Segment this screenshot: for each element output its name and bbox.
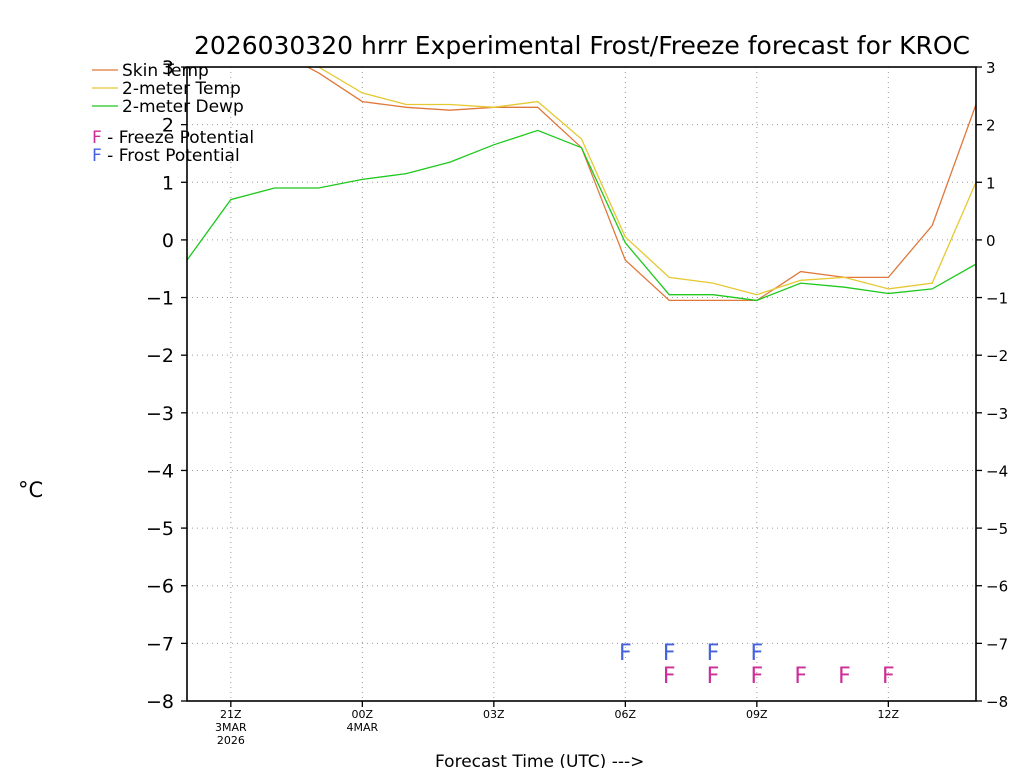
x-tick-label: 00Z — [352, 708, 374, 721]
series-layer — [187, 67, 976, 302]
plot-frame — [186, 66, 977, 702]
y-tick-label-left: −4 — [146, 460, 174, 482]
y-tick-label-left: 0 — [162, 230, 174, 252]
series-line-2-meter-temp — [315, 67, 976, 296]
y-tick-label-right: −7 — [986, 635, 1008, 653]
legend-frost-potential-letter: F — [92, 146, 102, 166]
legend-label-skin-temp: Skin Temp — [122, 61, 209, 81]
y-tick-label-right: −1 — [986, 290, 1008, 308]
x-tick-sublabel: 2026 — [217, 734, 245, 747]
y-tick-label-right: 0 — [986, 232, 996, 250]
y-tick-label-left: −8 — [146, 691, 174, 713]
x-tick-sublabel: 3MAR — [215, 721, 247, 734]
legend-freeze-potential-text: - Freeze Potential — [102, 128, 254, 148]
axes-layer: 3 3 2 2 1 1 0 0 −1 −1 −2 −2 −3 −3 −4 −4 −5 −5 −6 −6 −7 −7 −8 −8… — [146, 57, 1008, 747]
legend-freeze-potential: F - Freeze Potential — [92, 128, 254, 148]
freeze-flag: F — [663, 664, 676, 689]
y-tick-label-right: −2 — [986, 347, 1008, 365]
x-tick-label: 09Z — [746, 708, 768, 721]
legend-frost-potential-text: - Frost Potential — [102, 146, 240, 166]
legend-freeze-potential-letter: F — [92, 128, 102, 148]
freeze-flag: F — [794, 664, 807, 689]
freeze-flag: F — [751, 664, 764, 689]
frost-flag: F — [707, 641, 720, 666]
x-axis-label: Forecast Time (UTC) ---> — [435, 752, 644, 768]
y-axis-label: °C — [18, 478, 43, 502]
y-tick-label-right: −5 — [986, 520, 1008, 538]
frost-flag: F — [751, 641, 764, 666]
y-tick-label-right: −3 — [986, 405, 1008, 423]
y-tick-label-left: −1 — [146, 288, 174, 310]
flags-layer: F F F FF F F F F F — [619, 641, 895, 689]
grid-layer — [187, 67, 976, 701]
y-tick-label-left: −6 — [146, 576, 174, 598]
y-tick-label-left: 3 — [162, 57, 174, 79]
y-tick-label-right: 1 — [986, 174, 996, 192]
y-tick-label-right: 2 — [986, 117, 996, 135]
legend-label-2-meter-temp: 2-meter Temp — [122, 79, 241, 99]
legend-label-2-meter-dewp: 2-meter Dewp — [122, 97, 244, 117]
y-tick-label-right: −8 — [986, 693, 1008, 711]
y-tick-label-left: 1 — [162, 172, 174, 194]
y-tick-label-right: 3 — [986, 59, 996, 77]
legend-frost-potential: F - Frost Potential — [92, 146, 240, 166]
y-tick-label-right: −6 — [986, 578, 1008, 596]
freeze-flag: F — [838, 664, 851, 689]
y-tick-label-left: −3 — [146, 403, 174, 425]
y-tick-label-right: −4 — [986, 462, 1008, 480]
x-tick-label: 21Z — [220, 708, 242, 721]
frost-flag: F — [619, 641, 632, 666]
frost-flag: F — [663, 641, 676, 666]
chart-title: 2026030320 hrrr Experimental Frost/Freez… — [194, 31, 970, 60]
x-tick-sublabel: 4MAR — [346, 721, 378, 734]
x-tick-label: 12Z — [878, 708, 900, 721]
y-tick-label-left: −5 — [146, 518, 174, 540]
x-tick-label: 06Z — [615, 708, 637, 721]
freeze-flag: F — [882, 664, 895, 689]
series-line-skin-temp — [306, 67, 976, 302]
x-tick-label: 03Z — [483, 708, 505, 721]
y-tick-label-left: −2 — [146, 345, 174, 367]
freeze-flag: F — [707, 664, 720, 689]
y-tick-label-left: 2 — [162, 115, 174, 137]
series-line-2-meter-dewp — [187, 129, 976, 302]
y-tick-label-left: −7 — [146, 633, 174, 655]
